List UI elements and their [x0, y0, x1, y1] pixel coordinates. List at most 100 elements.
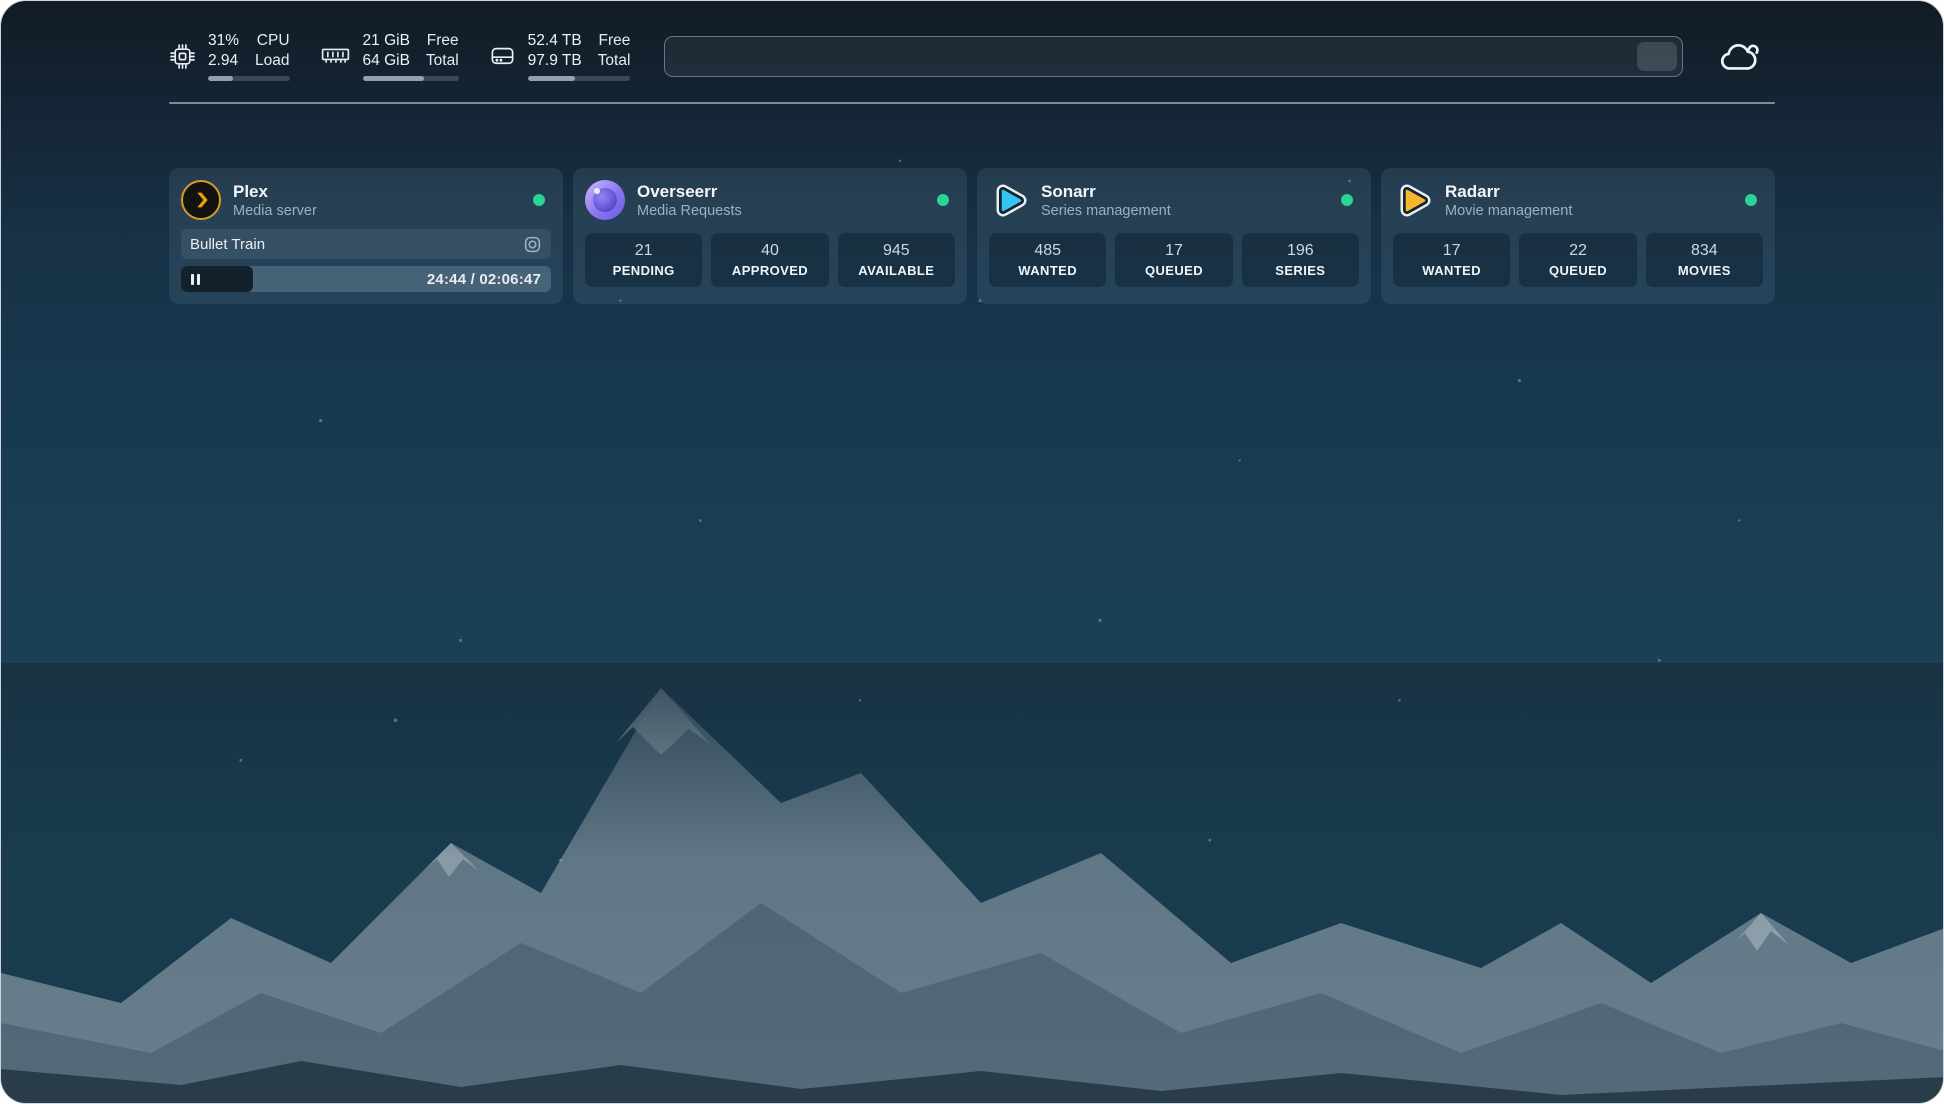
- now-playing-row: Bullet Train: [181, 229, 551, 259]
- stat-value: 834: [1648, 240, 1761, 262]
- resource-label: Free: [427, 31, 459, 51]
- resource-progress-bar: [363, 76, 459, 81]
- service-card-radarr[interactable]: RadarrMovie management17WANTED22QUEUED83…: [1381, 168, 1775, 304]
- stat-label: MOVIES: [1648, 262, 1761, 280]
- stat-box-pending: 21PENDING: [585, 233, 702, 287]
- resource-progress-bar: [208, 76, 290, 81]
- stat-box-wanted: 17WANTED: [1393, 233, 1510, 287]
- stat-label: PENDING: [587, 262, 700, 280]
- service-subtitle: Movie management: [1445, 202, 1572, 220]
- stat-value: 196: [1244, 240, 1357, 262]
- resource-value: 97.9 TB: [528, 51, 582, 71]
- stat-label: QUEUED: [1521, 262, 1634, 280]
- service-title: Radarr: [1445, 181, 1572, 202]
- header-divider: [169, 102, 1775, 104]
- stat-label: WANTED: [991, 262, 1104, 280]
- playback-progress-bar: 24:44 / 02:06:47: [181, 266, 551, 292]
- status-dot-online: [533, 194, 545, 206]
- memory-icon: [320, 44, 351, 68]
- service-card-header: RadarrMovie management: [1393, 180, 1763, 220]
- service-card-sonarr[interactable]: SonarrSeries management485WANTED17QUEUED…: [977, 168, 1371, 304]
- stat-value: 21: [587, 240, 700, 262]
- search-bar: [664, 36, 1683, 77]
- resource-progress-bar: [528, 76, 631, 81]
- cpu-icon: [169, 43, 196, 70]
- resource-value: 64 GiB: [363, 51, 410, 71]
- service-subtitle: Media Requests: [637, 202, 742, 220]
- stat-label: SERIES: [1244, 262, 1357, 280]
- stat-box-queued: 22QUEUED: [1519, 233, 1636, 287]
- mountains-tint-overlay: [1, 663, 1943, 1103]
- resource-value: 2.94: [208, 51, 239, 71]
- header: 31%2.94CPULoad21 GiB64 GiBFreeTotal52.4 …: [169, 31, 1775, 81]
- status-dot-online: [1341, 194, 1353, 206]
- section-media: PlexMedia server Bullet Train 24:44 / 02:0…: [169, 168, 1775, 304]
- stat-value: 17: [1395, 240, 1508, 262]
- stat-box-wanted: 485WANTED: [989, 233, 1106, 287]
- service-card-plex[interactable]: PlexMedia server Bullet Train 24:44 / 02:0…: [169, 168, 563, 304]
- resource-disk: 52.4 TB97.9 TB FreeTotal: [489, 31, 631, 81]
- service-card-overseerr[interactable]: OverseerrMedia Requests21PENDING40APPROV…: [573, 168, 967, 304]
- stat-value: 485: [991, 240, 1104, 262]
- resource-progress-fill: [208, 76, 233, 81]
- stat-value: 17: [1117, 240, 1230, 262]
- stat-value: 22: [1521, 240, 1634, 262]
- section-documents: [169, 330, 960, 343]
- weather-widget: [1717, 39, 1775, 74]
- media-view-icon[interactable]: [523, 235, 542, 254]
- stat-box-available: 945AVAILABLE: [838, 233, 955, 287]
- page-content: 31%2.94CPULoad21 GiB64 GiBFreeTotal52.4 …: [1, 1, 1943, 401]
- stat-label: AVAILABLE: [840, 262, 953, 280]
- status-dot-online: [1745, 194, 1757, 206]
- resource-widgets: 31%2.94CPULoad21 GiB64 GiBFreeTotal52.4 …: [169, 31, 630, 81]
- cloud-icon: [1717, 39, 1762, 74]
- resource-cpu: 31%2.94 CPULoad: [169, 31, 290, 81]
- plex-icon: [181, 180, 221, 220]
- sonarr-icon: [989, 180, 1029, 220]
- service-card-header: SonarrSeries management: [989, 180, 1359, 220]
- resource-label: Free: [599, 31, 631, 51]
- stat-row: 21PENDING40APPROVED945AVAILABLE: [585, 233, 955, 287]
- resource-value: 21 GiB: [363, 31, 410, 51]
- resource-label: Total: [598, 51, 631, 71]
- middle-columns: [169, 330, 1775, 343]
- stat-label: APPROVED: [713, 262, 826, 280]
- stat-label: WANTED: [1395, 262, 1508, 280]
- mountains-background: [1, 663, 1944, 1103]
- service-title: Sonarr: [1041, 181, 1171, 202]
- stat-row: 17WANTED22QUEUED834MOVIES: [1393, 233, 1763, 287]
- resource-label: Total: [426, 51, 459, 71]
- resource-label: Load: [255, 51, 289, 71]
- stat-row: 485WANTED17QUEUED196SERIES: [989, 233, 1359, 287]
- media-cards-grid: PlexMedia server Bullet Train 24:44 / 02:0…: [169, 168, 1775, 304]
- overseerr-icon: [585, 180, 625, 220]
- search-input[interactable]: [665, 47, 1682, 65]
- playback-time: 24:44 / 02:06:47: [427, 266, 541, 292]
- resource-progress-fill: [363, 76, 425, 81]
- stat-label: QUEUED: [1117, 262, 1230, 280]
- resource-memory: 21 GiB64 GiB FreeTotal: [320, 31, 459, 81]
- playback-progress-fill: [181, 266, 253, 292]
- stat-box-series: 196SERIES: [1242, 233, 1359, 287]
- now-playing-title: Bullet Train: [190, 236, 265, 253]
- stat-box-movies: 834MOVIES: [1646, 233, 1763, 287]
- radarr-icon: [1393, 180, 1433, 220]
- service-title: Overseerr: [637, 181, 742, 202]
- resource-label: CPU: [257, 31, 290, 51]
- section-utilities: [984, 330, 1775, 343]
- search-provider-button[interactable]: [1637, 42, 1677, 71]
- stat-value: 945: [840, 240, 953, 262]
- stat-box-approved: 40APPROVED: [711, 233, 828, 287]
- dashboard-window: 31%2.94CPULoad21 GiB64 GiBFreeTotal52.4 …: [0, 0, 1944, 1104]
- pause-icon[interactable]: [191, 274, 200, 285]
- service-card-header: OverseerrMedia Requests: [585, 180, 955, 220]
- resource-progress-fill: [528, 76, 575, 81]
- status-dot-online: [937, 194, 949, 206]
- service-subtitle: Media server: [233, 202, 317, 220]
- resource-value: 31%: [208, 31, 239, 51]
- service-card-header: PlexMedia server: [181, 180, 551, 220]
- stat-value: 40: [713, 240, 826, 262]
- service-subtitle: Series management: [1041, 202, 1171, 220]
- resource-value: 52.4 TB: [528, 31, 582, 51]
- stat-box-queued: 17QUEUED: [1115, 233, 1232, 287]
